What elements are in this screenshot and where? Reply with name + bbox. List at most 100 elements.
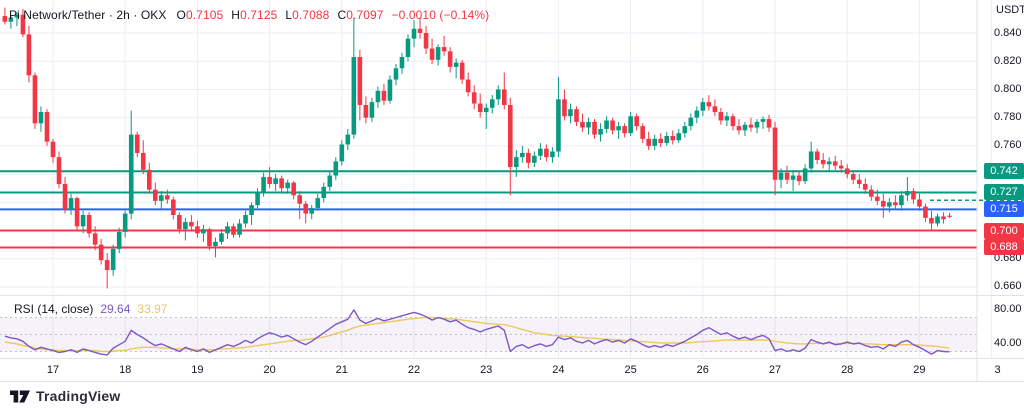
candle-body — [122, 213, 128, 232]
price-tick-label: 0.680 — [994, 252, 1022, 265]
candle-body — [249, 205, 254, 216]
candle-body — [700, 102, 706, 111]
time-tick-label: 19 — [191, 364, 204, 376]
candle-body — [465, 79, 471, 93]
candle-body — [532, 155, 537, 163]
candle-body — [351, 56, 357, 135]
candle-body — [459, 62, 465, 80]
candle-body — [435, 47, 441, 60]
candle-body — [62, 183, 68, 210]
candle-body — [640, 126, 645, 139]
price-tick-label: 0.820 — [994, 54, 1022, 67]
pane-separators — [0, 0, 1024, 382]
candle-body — [796, 175, 802, 182]
time-tick-label: 20 — [263, 364, 276, 376]
candle-body — [411, 28, 417, 39]
price-levels — [0, 170, 1024, 249]
candles-series — [2, 7, 952, 289]
price-level-badge: 0.742 — [984, 163, 1024, 180]
candle-body — [550, 151, 555, 158]
candle-body — [68, 198, 74, 210]
candle-body — [844, 168, 850, 175]
time-tick-label: 28 — [841, 364, 854, 376]
candle-body — [856, 179, 862, 184]
candle-body — [748, 124, 754, 128]
candle-body — [387, 79, 393, 101]
candle-body — [592, 121, 597, 135]
candle-body — [718, 112, 724, 121]
candle-body — [38, 112, 44, 124]
time-tick-label: 3 — [994, 364, 1001, 376]
candle-body — [134, 134, 140, 153]
candle-body — [369, 102, 375, 118]
candle-body — [423, 33, 429, 49]
candle-body — [159, 195, 164, 201]
candle-body — [652, 138, 657, 146]
candle-body — [610, 120, 615, 131]
candle-body — [808, 151, 814, 169]
low-value: 0.7088 — [292, 8, 330, 22]
candle-body — [742, 124, 748, 131]
candle-body — [826, 161, 832, 165]
time-tick-label: 17 — [46, 364, 60, 376]
candle-body — [50, 141, 56, 158]
rsi-value: 29.64 — [100, 302, 131, 316]
rsi-ma-value: 33.97 — [137, 302, 168, 316]
candle-body — [177, 215, 182, 230]
time-tick-label: 26 — [696, 364, 709, 376]
candle-body — [784, 172, 790, 180]
candle-body — [237, 223, 242, 235]
candle-body — [92, 233, 98, 245]
candle-body — [832, 161, 838, 166]
candle-body — [399, 56, 405, 69]
candle-body — [736, 126, 742, 131]
candle-body — [658, 138, 664, 144]
candle-body — [345, 134, 351, 145]
candle-body — [2, 16, 8, 22]
candle-body — [297, 195, 302, 204]
candle-body — [646, 138, 651, 146]
candle-body — [520, 152, 525, 158]
candle-body — [489, 99, 495, 108]
candle-body — [899, 195, 904, 206]
candle-body — [772, 127, 778, 180]
candle-body — [947, 215, 952, 217]
rsi-tick-label: 80.00 — [994, 302, 1022, 315]
candle-body — [778, 172, 784, 180]
candle-body — [881, 200, 886, 207]
candle-body — [213, 241, 218, 247]
rsi-title[interactable]: RSI (14, close) — [14, 302, 94, 316]
time-tick-label: 29 — [913, 364, 926, 376]
candle-body — [477, 103, 483, 113]
candle-body — [429, 48, 435, 60]
candle-body — [712, 106, 718, 113]
candle-body — [483, 107, 489, 113]
candle-body — [616, 126, 621, 131]
candle-body — [267, 176, 272, 184]
tradingview-logo-icon — [10, 390, 30, 402]
candle-body — [754, 121, 760, 128]
candle-body — [574, 109, 579, 122]
candle-body — [724, 116, 730, 121]
tradingview-logo[interactable]: TradingView — [10, 388, 120, 404]
candle-body — [56, 157, 62, 184]
candle-body — [8, 17, 14, 22]
candle-body — [862, 183, 868, 190]
candle-body — [790, 175, 796, 180]
candle-body — [514, 157, 519, 168]
candle-body — [243, 215, 248, 224]
candle-body — [628, 116, 633, 134]
candle-body — [670, 136, 676, 141]
candle-body — [501, 89, 507, 105]
candle-body — [676, 133, 682, 141]
candle-body — [556, 99, 561, 152]
candle-body — [363, 104, 369, 118]
candle-body — [664, 136, 670, 144]
symbol-title[interactable]: Pi Network/Tether · 2h · OKX — [9, 8, 167, 22]
candle-body — [189, 222, 194, 227]
rsi-ma-line — [4, 316, 950, 353]
candle-body — [303, 203, 309, 214]
candle-body — [838, 165, 844, 169]
candle-body — [495, 89, 501, 100]
